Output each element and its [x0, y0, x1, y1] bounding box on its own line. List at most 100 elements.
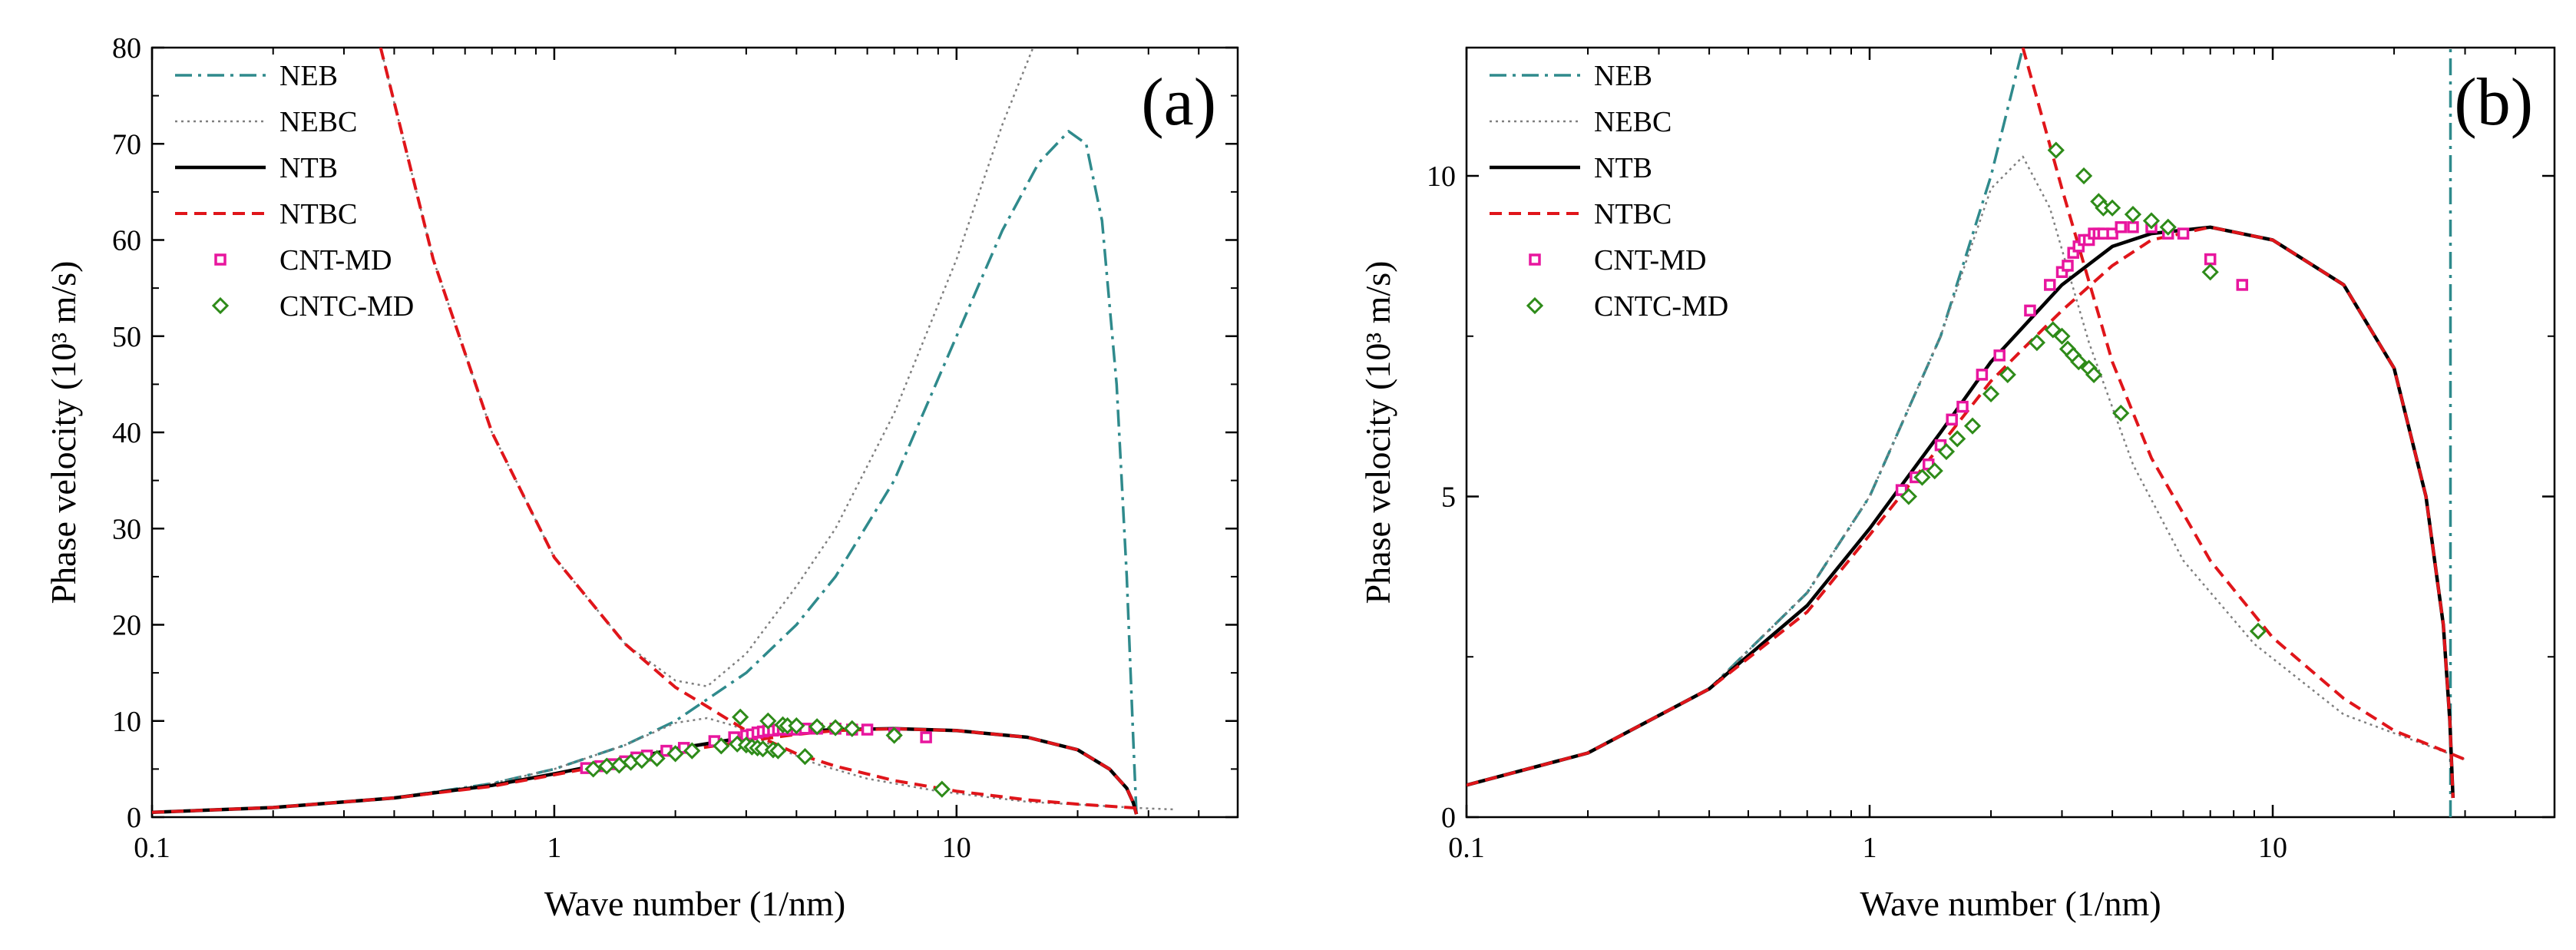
- panel-label: (b): [2454, 65, 2533, 140]
- y-tick-label: 0: [127, 802, 141, 834]
- point-cnt-md: [2204, 253, 2217, 266]
- point-cnt-md: [1976, 369, 1989, 381]
- legend-label-cntc-md: CNTC-MD: [279, 290, 414, 323]
- legend-marker-cntc-md: [1526, 296, 1544, 315]
- point-cntc-md: [2053, 327, 2071, 345]
- point-cntc-md: [1937, 442, 1956, 461]
- x-axis-label: Wave number (1/nm): [544, 884, 845, 923]
- point-cnt-md: [1993, 349, 2006, 362]
- point-cntc-md: [1926, 462, 1943, 480]
- legend-marker-cntc-md: [211, 296, 230, 315]
- point-cntc-md: [2201, 263, 2219, 281]
- point-cntc-md: [769, 742, 787, 760]
- point-cntc-md: [2112, 404, 2130, 422]
- point-cntc-md: [826, 719, 845, 736]
- point-cntc-md: [2028, 333, 2046, 352]
- point-cnt-md: [2044, 279, 2056, 291]
- point-cntc-md: [2085, 366, 2103, 383]
- point-cnt-md: [2024, 304, 2036, 317]
- plot-frame: [1465, 46, 2556, 819]
- plot-area: [152, 48, 1176, 815]
- legend-label-neb: NEB: [1594, 60, 1652, 92]
- x-tick-label: 0.1: [134, 832, 170, 864]
- point-cntc-md: [2142, 212, 2161, 230]
- y-tick-label: 80: [112, 32, 141, 65]
- scatter-cntc-md: [584, 708, 951, 798]
- legend-label-neb: NEB: [279, 60, 338, 92]
- point-cntc-md: [2047, 141, 2065, 159]
- point-cntc-md: [843, 720, 861, 737]
- legend-label-nebc: NEBC: [279, 106, 357, 138]
- y-tick-label: 10: [1427, 161, 1456, 193]
- point-cnt-md: [2177, 227, 2190, 240]
- point-cnt-md: [2127, 221, 2139, 233]
- x-tick-label: 0.1: [1448, 832, 1485, 864]
- point-cnt-md: [1946, 413, 1958, 426]
- x-tick-label: 1: [547, 832, 561, 864]
- y-tick-label: 20: [112, 610, 141, 642]
- point-cntc-md: [1949, 430, 1966, 448]
- point-cntc-md: [2075, 167, 2093, 185]
- point-cnt-md: [1895, 484, 1908, 496]
- legend-label-cnt-md: CNT-MD: [279, 244, 392, 276]
- x-tick-label: 10: [942, 832, 971, 864]
- point-cntc-md: [713, 737, 730, 755]
- legend-label-cntc-md: CNTC-MD: [1594, 290, 1728, 323]
- series-line-ntbc: [152, 727, 1139, 815]
- point-cntc-md: [633, 751, 650, 770]
- point-cntc-md: [2103, 199, 2121, 217]
- legend: NEB NEBC NTB NTBC CNT-MD CNTC-MD: [175, 60, 414, 323]
- legend-label-ntbc: NTBC: [1594, 198, 1672, 230]
- series-line-neb: [1467, 48, 2025, 786]
- legend-label-ntbc: NTBC: [279, 198, 357, 230]
- series-line-nebc: [379, 48, 1034, 687]
- legend-marker-cnt-md: [214, 253, 227, 266]
- point-cntc-md: [2124, 205, 2142, 223]
- legend-label-nebc: NEBC: [1594, 106, 1672, 138]
- point-cntc-md: [598, 757, 616, 775]
- legend-label-ntb: NTB: [1594, 152, 1652, 184]
- point-cntc-md: [2249, 622, 2267, 640]
- y-tick-label: 5: [1441, 482, 1456, 514]
- y-tick-label: 40: [112, 417, 141, 449]
- chart-panel-a: 0.1 1 10 0 10 20 30 40 50 60 70 80 Wave number (1/nm…: [44, 32, 1239, 923]
- point-cntc-md: [885, 727, 903, 744]
- series-line-nebc: [1467, 155, 2465, 786]
- point-cntc-md: [788, 717, 805, 735]
- y-tick-label: 0: [1441, 802, 1456, 834]
- panel-label: (a): [1141, 65, 1216, 140]
- y-tick-label: 50: [112, 321, 141, 353]
- point-cntc-md: [933, 780, 951, 798]
- scatter-cntc-md: [1900, 141, 2267, 640]
- legend: NEB NEBC NTB NTBC CNT-MD CNTC-MD: [1490, 60, 1728, 323]
- point-cnt-md: [2106, 227, 2118, 240]
- legend-label-ntb: NTB: [279, 152, 338, 184]
- point-cnt-md: [2236, 279, 2249, 291]
- x-tick-label: 1: [1863, 832, 1877, 864]
- point-cnt-md: [2062, 260, 2074, 272]
- plot-area: [1467, 48, 2466, 817]
- series-line-ntb: [152, 727, 1139, 815]
- point-cntc-md: [2070, 353, 2088, 371]
- series-line-nebc: [152, 717, 1176, 813]
- y-axis-label: Phase velocity (10³ m/s): [1358, 261, 1397, 604]
- y-tick-label: 10: [112, 706, 141, 738]
- point-cntc-md: [2159, 218, 2177, 236]
- point-cntc-md: [1963, 417, 1982, 435]
- point-cntc-md: [648, 750, 666, 767]
- point-cntc-md: [732, 708, 749, 726]
- series-line-neb: [152, 130, 1138, 815]
- chart-panel-b: 0.1 1 10 0 5 10 Wave number (1/nm) Phase veloci…: [1358, 46, 2556, 923]
- point-cntc-md: [754, 740, 772, 758]
- series-line-ntbc: [2021, 48, 2466, 761]
- point-cntc-md: [683, 742, 701, 760]
- point-cnt-md: [920, 731, 932, 743]
- legend-marker-cnt-md: [1529, 253, 1541, 266]
- point-cntc-md: [1999, 366, 2016, 383]
- point-cnt-md: [2115, 221, 2127, 233]
- point-cnt-md: [861, 723, 874, 736]
- point-cntc-md: [1982, 385, 2000, 403]
- point-cntc-md: [796, 747, 814, 766]
- point-cntc-md: [809, 718, 826, 736]
